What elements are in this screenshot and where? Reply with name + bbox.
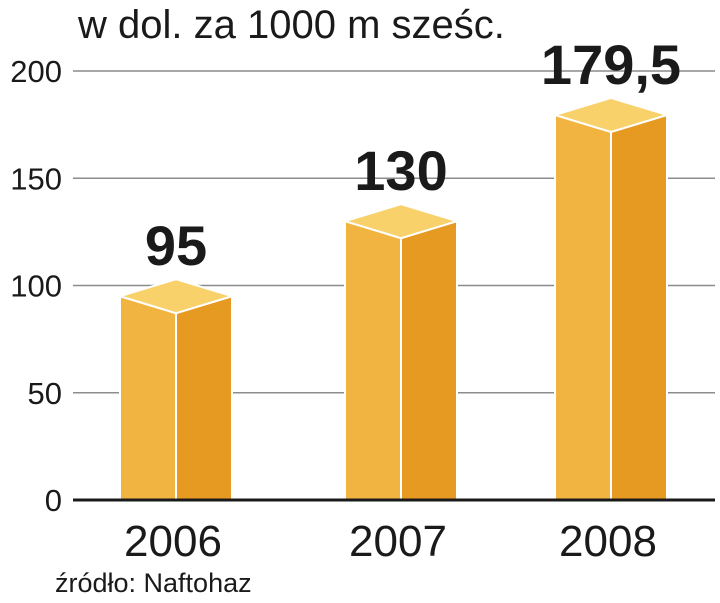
bar-top <box>551 96 671 134</box>
y-tick-label: 150 <box>10 161 62 196</box>
value-labels: 95 130 179,5 <box>145 33 681 277</box>
x-tick-label: 2006 <box>124 517 222 566</box>
bar-2008 <box>551 96 671 501</box>
bar-side <box>610 113 668 501</box>
y-axis-ticks: 0 50 100 150 200 <box>10 54 62 518</box>
bars <box>116 96 671 501</box>
y-tick-label: 0 <box>45 483 62 518</box>
bar-2006 <box>116 278 236 501</box>
bar-front <box>344 219 402 501</box>
bar-top <box>116 278 236 315</box>
value-label: 179,5 <box>541 33 681 96</box>
bar-side <box>175 294 233 501</box>
x-tick-label: 2007 <box>349 517 447 566</box>
bar-front <box>554 113 612 501</box>
y-tick-label: 50 <box>28 376 62 411</box>
y-tick-label: 100 <box>10 269 62 304</box>
x-tick-label: 2008 <box>559 517 657 566</box>
chart-subtitle: w dol. za 1000 m sześc. <box>77 3 505 47</box>
value-label: 130 <box>354 139 447 202</box>
bar-front <box>119 294 177 501</box>
source-note: źródło: Naftohaz <box>55 568 252 598</box>
bar-side <box>400 219 458 501</box>
bar-2007 <box>341 203 461 501</box>
value-label: 95 <box>145 214 207 277</box>
bar-top <box>341 203 461 240</box>
x-axis-ticks: 2006 2007 2008 <box>124 517 657 566</box>
y-tick-label: 200 <box>10 54 62 89</box>
